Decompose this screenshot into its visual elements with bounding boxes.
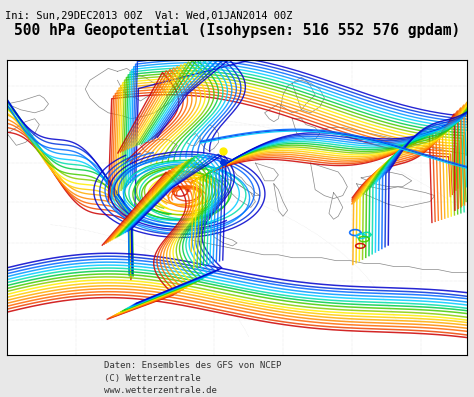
Text: (C) Wetterzentrale: (C) Wetterzentrale [104, 374, 201, 383]
Text: Daten: Ensembles des GFS von NCEP: Daten: Ensembles des GFS von NCEP [104, 361, 282, 370]
Text: Ini: Sun,29DEC2013 00Z  Val: Wed,01JAN2014 00Z: Ini: Sun,29DEC2013 00Z Val: Wed,01JAN201… [5, 11, 292, 21]
Text: 500 hPa Geopotential (Isohypsen: 516 552 576 gpdam): 500 hPa Geopotential (Isohypsen: 516 552… [14, 22, 460, 38]
Text: www.wetterzentrale.de: www.wetterzentrale.de [104, 386, 217, 395]
